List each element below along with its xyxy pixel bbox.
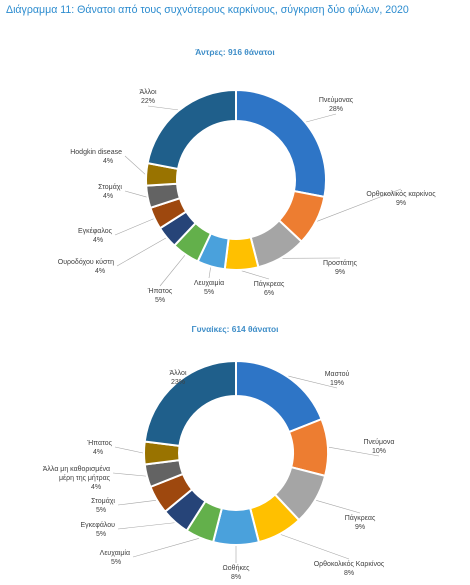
women-value-αλλοι: 23% (171, 379, 185, 386)
men-label-εγκεφαλος: Εγκέφαλος (78, 227, 113, 235)
women-label-εγκεφαλου: Εγκεφάλου (81, 521, 116, 529)
women-value-ωοθηκες: 8% (231, 574, 241, 581)
women-leader-line (328, 446, 380, 457)
men-leader-line (124, 155, 146, 175)
women-value-αλλα-μη-καθορισμενα-μερη-της-μητρας: 4% (91, 484, 101, 491)
women-leader-line (288, 375, 338, 389)
men-value-ουροδοχου-κυστη: 4% (95, 268, 105, 275)
women-leader-line (112, 472, 146, 477)
women-label-αλλα-μη-καθορισμενα-μερη-της-μητρας: Άλλα μη καθορισμένα μέρη της μήτρας (43, 465, 111, 482)
men-leader-line (159, 255, 186, 287)
men-label-hodgkin-disease: Hodgkin disease (70, 149, 122, 156)
men-label-αλλοι: Άλλοι (139, 89, 156, 96)
women-leader-line (117, 522, 175, 530)
women-value-λευχαιμια: 5% (111, 559, 121, 566)
women-label-στομαχι: Στομάχι (91, 497, 115, 505)
men-value-πνευμονας: 28% (329, 106, 343, 113)
women-leader-line (315, 500, 361, 514)
men-leader-line (316, 188, 402, 222)
women-leader-line (114, 446, 144, 454)
women-value-παγκρεας: 9% (355, 524, 365, 531)
women-label-λευχαιμια: Λευχαιμία (100, 549, 130, 557)
men-slice-αλλοι (146, 88, 237, 171)
men-leader-line (116, 237, 167, 267)
men-value-ορθοκολικος-καρκινος: 9% (396, 200, 406, 207)
women-value-μαστου: 19% (330, 380, 344, 387)
women-value-στομαχι: 5% (96, 507, 106, 514)
men-value-παγκρεας: 6% (264, 290, 274, 297)
chart-title-men: Άντρες: 916 θάνατοι (195, 47, 275, 57)
men-value-αλλοι: 22% (141, 98, 155, 105)
women-value-εγκεφαλου: 5% (96, 531, 106, 538)
women-leader-line (117, 500, 156, 506)
women-value-πνευμονα: 10% (372, 448, 386, 455)
donut-chart-men: Πνεύμονας 28% Ορθοκολικός καρκίνος 9% Προστά… (58, 88, 436, 304)
donut-chart-women: Μαστού 19% Πνεύμονα 10% Πάγκρεας 9% Ορθοκολικό… (43, 359, 395, 581)
women-label-ορθοκολικος-καρκινος: Ορθοκολικός Καρκίνος (314, 560, 385, 568)
women-label-ωοθηκες: Ωοθήκες (223, 565, 251, 572)
women-label-ηπατος: Ήπατος (86, 440, 112, 447)
women-value-ορθοκολικος-καρκινος: 8% (344, 570, 354, 577)
men-value-ηπατος: 5% (155, 297, 165, 304)
men-leader-line (241, 270, 270, 280)
men-label-ηπατος: Ήπατος (147, 288, 173, 295)
women-value-ηπατος: 4% (93, 449, 103, 456)
men-slice-πνευμονας (235, 88, 327, 199)
men-leader-line (124, 190, 147, 198)
men-value-στομαχι: 4% (103, 193, 113, 200)
women-label-πνευμονα: Πνεύμονα (364, 438, 395, 446)
men-label-στομαχι: Στομάχι (98, 183, 122, 191)
men-value-προστατης: 9% (335, 269, 345, 276)
women-label-παγκρεας: Πάγκρεας (345, 514, 376, 522)
men-label-λευχαιμια: Λευχαιμία (194, 279, 224, 287)
men-value-hodgkin-disease: 4% (103, 158, 113, 165)
men-label-ορθοκολικος-καρκινος: Ορθοκολικός καρκίνος (366, 190, 436, 198)
men-label-προστατης: Προστάτης (323, 259, 358, 267)
men-leader-line (114, 218, 154, 236)
women-slice-μαστου (235, 359, 323, 434)
women-label-μαστου: Μαστού (325, 370, 350, 378)
men-label-πνευμονας: Πνεύμονας (319, 96, 354, 104)
women-slice-αλλοι (143, 359, 237, 447)
men-value-λευχαιμια: 5% (204, 289, 214, 296)
chart-title-women: Γυναίκες: 614 θάνατοι (191, 324, 279, 334)
men-leader-line (306, 113, 337, 123)
men-label-ουροδοχου-κυστη: Ουροδόχου κύστη (58, 258, 114, 266)
women-leader-line (280, 534, 350, 560)
men-value-εγκεφαλος: 4% (93, 237, 103, 244)
women-leader-line (132, 538, 200, 558)
men-leader-line (147, 105, 179, 111)
men-label-παγκρεας: Πάγκρεας (254, 280, 285, 288)
men-leader-line (208, 267, 211, 279)
women-label-αλλοι: Άλλοι (169, 370, 186, 377)
page-title: Διάγραμμα 11: Θάνατοι από τους συχνότερο… (6, 4, 409, 16)
